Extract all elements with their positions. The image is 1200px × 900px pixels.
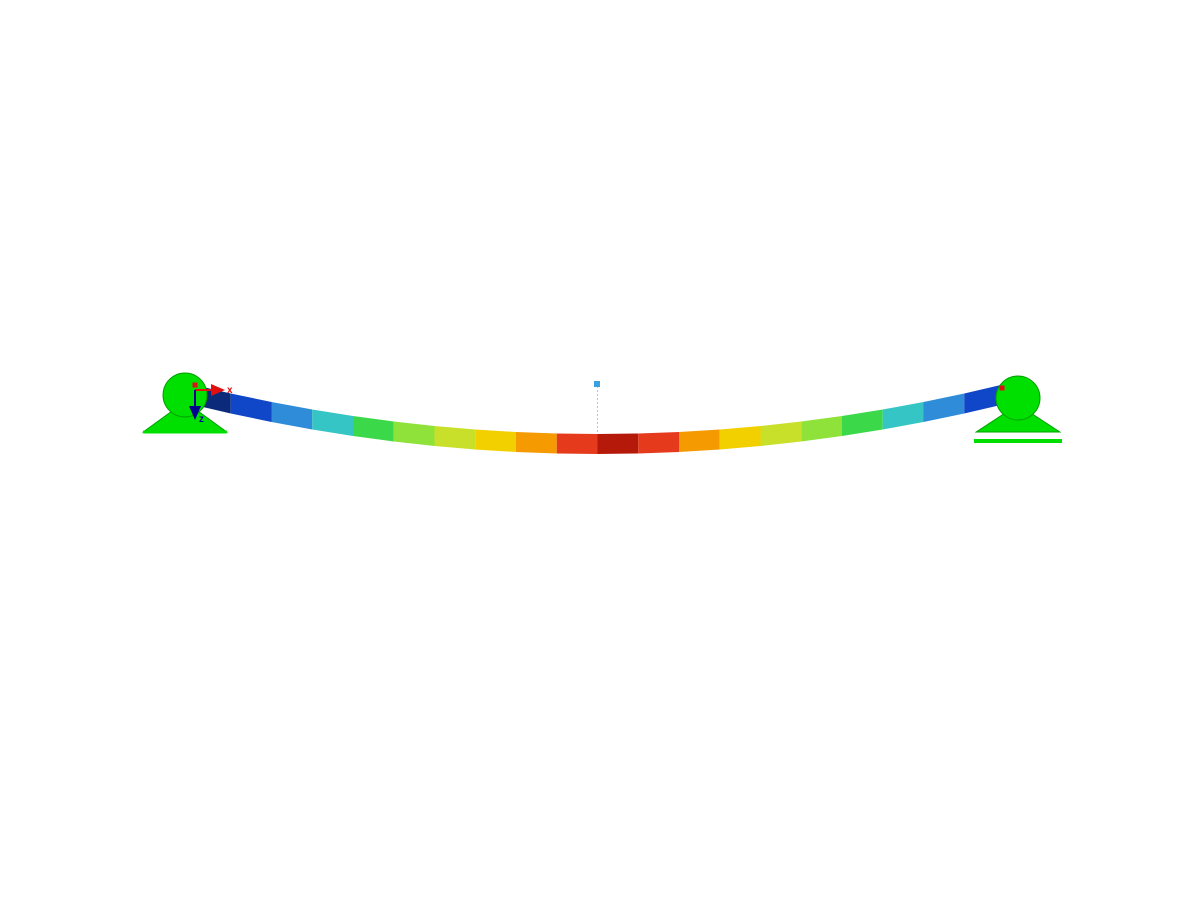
fea-beam-diagram: xz [0, 0, 1200, 900]
node-marker [1000, 386, 1005, 391]
node-marker [193, 383, 198, 388]
beam-segment [353, 416, 394, 442]
beam-segment [842, 410, 883, 437]
beam-segment [679, 430, 720, 453]
beam-segment [394, 422, 435, 447]
beam-segment [761, 422, 802, 447]
midspan-marker [594, 381, 600, 387]
beam-segment [638, 432, 679, 454]
beam-segment [272, 402, 313, 430]
x-axis-label: x [227, 385, 233, 396]
beam-segment [924, 394, 965, 423]
beam-segment [720, 426, 761, 450]
beam-segment [557, 434, 598, 455]
beam-segment [231, 394, 272, 423]
beam-segment [475, 430, 516, 453]
beam-segment [801, 416, 842, 442]
beam-segment [312, 410, 353, 437]
beam-segment [516, 432, 557, 454]
beam-segment [883, 402, 924, 430]
beam-segment [598, 434, 639, 455]
z-axis-label: z [199, 414, 204, 425]
beam-segment [435, 426, 476, 450]
